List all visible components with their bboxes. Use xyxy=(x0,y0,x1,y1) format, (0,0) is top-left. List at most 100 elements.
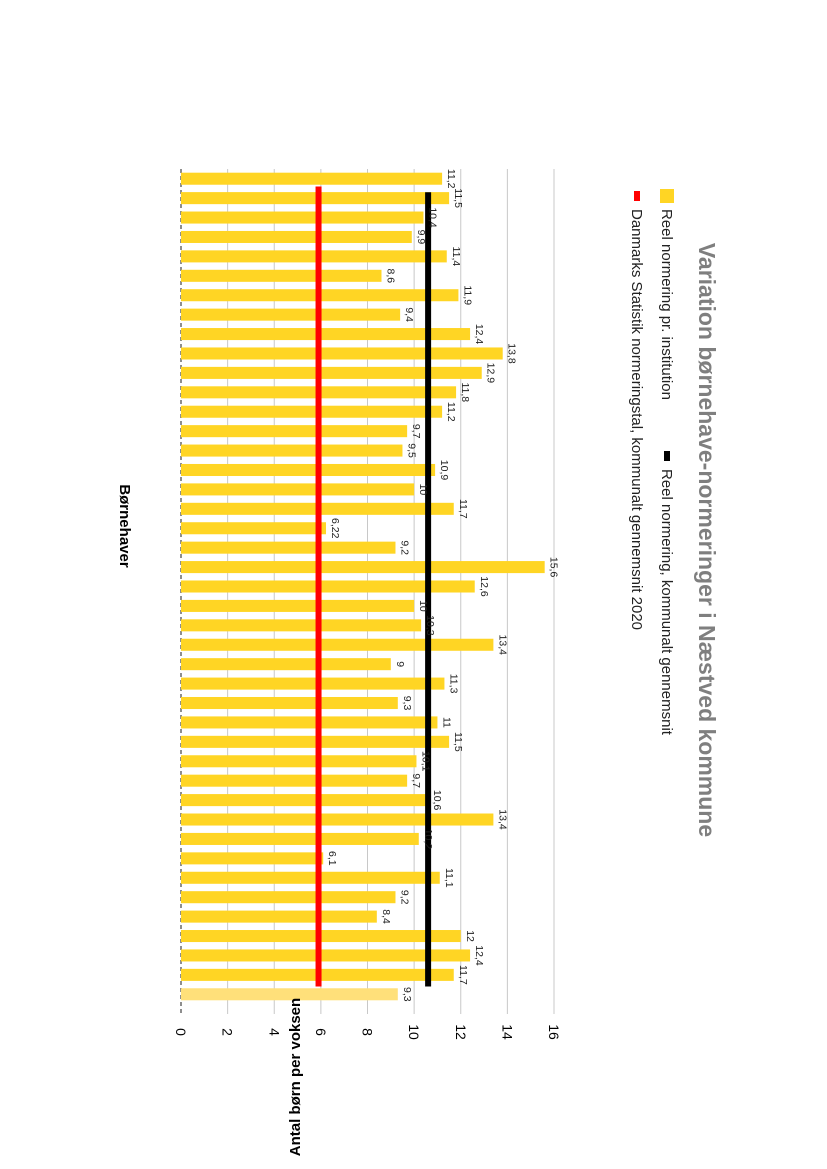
bar xyxy=(181,444,403,457)
bar xyxy=(180,794,429,807)
data-label: 10,9 xyxy=(438,460,450,481)
legend-label: Danmarks Statistik normeringstal, kommun… xyxy=(628,209,645,630)
data-label: 10,6 xyxy=(431,790,443,811)
legend-swatch-line xyxy=(634,191,640,201)
data-label: 11,4 xyxy=(450,247,462,267)
bar xyxy=(181,522,327,535)
y-tick-label: 2 xyxy=(220,1028,236,1036)
data-label: 12,9 xyxy=(485,363,497,384)
data-label: 11,2 xyxy=(445,169,457,189)
bar xyxy=(181,871,440,884)
data-label: 11,3 xyxy=(447,674,459,694)
data-label: 6,22 xyxy=(329,518,341,539)
bar xyxy=(181,463,436,477)
bar xyxy=(180,755,417,768)
data-label: 11,7 xyxy=(457,499,469,519)
data-label: 11,5 xyxy=(452,732,464,752)
bar xyxy=(181,308,401,321)
bar xyxy=(181,580,475,593)
bar xyxy=(181,677,445,690)
bar xyxy=(181,696,398,710)
bar xyxy=(181,658,391,671)
data-label: 12,4 xyxy=(473,945,485,966)
bar xyxy=(181,638,494,651)
bar xyxy=(181,328,471,341)
data-label: 9,3 xyxy=(401,987,413,1002)
data-label: 13,4 xyxy=(496,809,508,830)
bar xyxy=(181,192,450,205)
data-label: 13,4 xyxy=(496,635,508,656)
data-label: 6,1 xyxy=(326,851,338,866)
y-axis: 0 2 4 6 8 10 12 14 16 xyxy=(173,1024,562,1040)
x-axis-label: Børnehaver xyxy=(116,484,133,568)
data-label: 10 xyxy=(417,600,429,612)
data-label: 9 xyxy=(394,661,406,667)
bar xyxy=(181,774,408,787)
data-label: 13,8 xyxy=(506,343,518,364)
data-label: 12 xyxy=(464,930,476,942)
bar xyxy=(181,541,396,554)
data-label: 8,4 xyxy=(380,909,392,924)
bar xyxy=(181,735,450,748)
y-axis-label: Antal børn per voksen xyxy=(287,998,304,1156)
data-label: 11,9 xyxy=(461,285,473,305)
data-label: 11,7 xyxy=(457,965,469,985)
legend-swatch-line xyxy=(664,451,670,461)
y-tick-label: 8 xyxy=(360,1028,376,1036)
data-label: 10,2 xyxy=(422,829,434,850)
bar xyxy=(181,425,408,438)
bar xyxy=(181,172,443,185)
data-label: 11,1 xyxy=(443,868,455,888)
bar xyxy=(181,347,503,360)
chart-title: Variation børnehave-normeringer i Næstve… xyxy=(694,243,720,837)
legend-swatch-bar xyxy=(660,189,674,203)
bar xyxy=(181,366,482,379)
data-label: 15,6 xyxy=(548,557,560,578)
data-label: 11 xyxy=(440,717,452,728)
average-lines xyxy=(315,186,432,987)
y-tick-label: 12 xyxy=(453,1024,469,1040)
bar xyxy=(181,561,545,574)
legend-label: Reel normering, kommunalt gennemsnit xyxy=(658,469,675,736)
bar xyxy=(180,852,324,865)
bar xyxy=(181,716,438,729)
data-label: 9,3 xyxy=(401,696,413,711)
bar xyxy=(180,269,382,282)
bar xyxy=(181,250,447,263)
data-label: 10 xyxy=(417,484,429,496)
data-label: 9,5 xyxy=(405,443,417,458)
bar xyxy=(181,832,419,845)
data-label: 11,2 xyxy=(445,402,457,422)
data-label: 11,5 xyxy=(452,188,464,208)
data-label: 10,3 xyxy=(424,615,436,636)
bar xyxy=(181,405,443,418)
y-tick-label: 6 xyxy=(313,1028,329,1036)
bar xyxy=(181,949,471,962)
bar xyxy=(181,910,377,923)
bar xyxy=(181,230,412,243)
y-tick-label: 10 xyxy=(406,1024,422,1040)
legend: Reel normering pr. institution Reel norme… xyxy=(628,189,675,736)
data-label: 9,2 xyxy=(398,890,410,905)
data-label: 9,7 xyxy=(410,424,422,439)
data-labels: 11,211,510,49,911,48,611,99,412,413,812,… xyxy=(326,169,559,1002)
data-label: 12,6 xyxy=(478,576,490,597)
data-label: 9,2 xyxy=(398,540,410,555)
data-label: 11,8 xyxy=(459,382,471,402)
data-label: 9,7 xyxy=(410,773,422,788)
bar xyxy=(181,619,422,632)
bar xyxy=(181,988,398,1001)
data-label: 10,1 xyxy=(419,751,431,772)
data-label: 8,6 xyxy=(384,268,396,283)
y-tick-label: 0 xyxy=(173,1028,189,1036)
data-label: 12,4 xyxy=(473,324,485,345)
legend-label: Reel normering pr. institution xyxy=(658,209,675,400)
bar xyxy=(181,891,396,904)
y-tick-label: 16 xyxy=(546,1024,562,1040)
bar xyxy=(181,599,415,612)
data-label: 10,4 xyxy=(426,207,438,228)
y-tick-label: 4 xyxy=(266,1028,282,1036)
data-label: 9,9 xyxy=(415,230,427,245)
bar xyxy=(181,483,415,496)
